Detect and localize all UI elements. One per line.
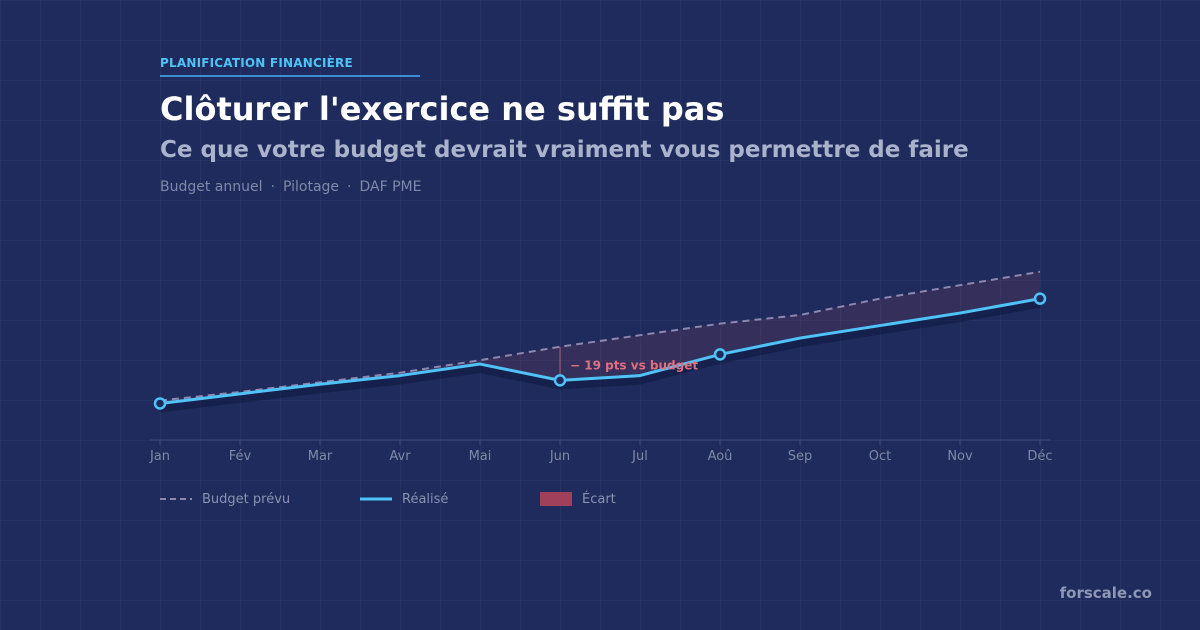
- x-tick-label: Déc: [1027, 449, 1052, 464]
- tag-separator: ·: [270, 179, 275, 195]
- series-point-realise: [713, 348, 727, 361]
- series-point-realise: [553, 374, 567, 387]
- legend-label-realise: Réalisé: [402, 491, 449, 507]
- x-tick-label: Avr: [389, 449, 411, 464]
- series-line-budget: [159, 270, 1041, 402]
- annotation-label: − 19 pts vs budget: [570, 359, 698, 373]
- tag-separator: ·: [347, 179, 352, 195]
- x-tick-label: Fév: [229, 449, 252, 464]
- x-tick-label: Aoû: [708, 449, 733, 464]
- series-point-realise: [153, 397, 167, 410]
- x-tick-label: Mar: [308, 449, 333, 464]
- x-tick-label: Jun: [549, 449, 570, 464]
- series-line-realise-shadow: [159, 297, 1041, 413]
- x-tick-label: Jan: [149, 449, 170, 464]
- tag-pilotage: Pilotage: [282, 179, 340, 195]
- eyebrow-divider: [160, 75, 420, 77]
- x-tick-label: Mai: [469, 449, 492, 464]
- eyebrow-label: PLANIFICATION FINANCIÈRE: [160, 56, 353, 70]
- x-tick-label: Jul: [631, 449, 648, 464]
- x-tick-label: Nov: [947, 449, 973, 464]
- legend-item-realise: Réalisé: [360, 491, 448, 507]
- series-line-realise: [158, 297, 1042, 405]
- legend-area-swatch-icon: [540, 492, 572, 506]
- x-tick-label: Oct: [869, 449, 891, 464]
- legend-item-ecart: Écart: [540, 491, 616, 507]
- legend-label-budget: Budget prévu: [202, 491, 291, 507]
- legend-solid-line-icon: [360, 497, 392, 501]
- tag-daf-pme: DAF PME: [359, 179, 422, 195]
- legend-item-budget: Budget prévu: [160, 491, 290, 507]
- x-tick-label: Sep: [788, 449, 813, 464]
- series-point-realise: [1033, 292, 1047, 305]
- tag-list: Budget annuel · Pilotage · DAF PME: [160, 179, 421, 195]
- page-subtitle: Ce que votre budget devrait vraiment vou…: [160, 137, 969, 163]
- tag-budget-annuel: Budget annuel: [160, 179, 263, 195]
- page-title: Clôturer l'exercice ne suffit pas: [160, 90, 725, 128]
- brand-watermark: forscale.co: [1059, 584, 1152, 602]
- legend-label-ecart: Écart: [582, 491, 616, 507]
- legend-dashed-line-icon: [160, 498, 192, 500]
